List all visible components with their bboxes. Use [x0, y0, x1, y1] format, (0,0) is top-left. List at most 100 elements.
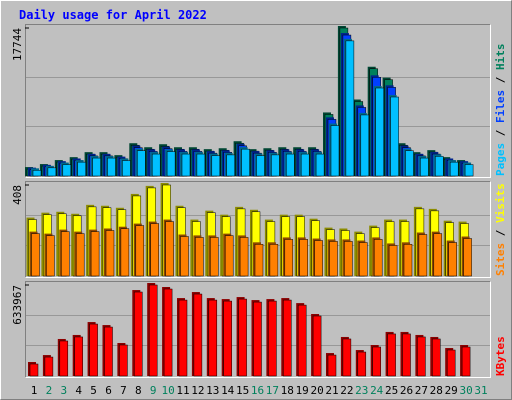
- bar: [163, 288, 173, 377]
- legend: Sites / Visits: [494, 183, 507, 276]
- x-tick-label: 18: [281, 384, 294, 397]
- bar: [90, 231, 100, 277]
- x-tick-label: 12: [191, 384, 204, 397]
- bar: [286, 153, 295, 177]
- legend-entry: Hits: [494, 44, 507, 71]
- bar: [226, 154, 235, 177]
- bar: [44, 356, 54, 377]
- bar: [62, 164, 72, 177]
- x-tick-label: 5: [90, 384, 97, 397]
- bar: [330, 125, 340, 177]
- x-tick-label: 31: [474, 384, 487, 397]
- bar: [180, 236, 189, 277]
- x-tick-label: 29: [445, 384, 458, 397]
- bar: [150, 223, 159, 277]
- bar: [390, 96, 399, 177]
- panel-bevel: [25, 181, 491, 278]
- bar: [104, 326, 113, 377]
- bar: [297, 304, 307, 377]
- bar: [238, 298, 247, 377]
- legend-entry: Files: [494, 90, 507, 123]
- bar: [253, 301, 262, 377]
- bar: [283, 299, 292, 377]
- x-tick-label: 2: [46, 384, 53, 397]
- x-tick-label: 6: [105, 384, 112, 397]
- x-tick-label: 28: [430, 384, 443, 397]
- bar: [74, 336, 83, 377]
- bar: [432, 338, 441, 377]
- bar: [47, 167, 57, 177]
- bar: [284, 239, 294, 277]
- bar: [315, 153, 325, 177]
- legend-entry: Sites: [494, 243, 507, 276]
- bar: [448, 242, 457, 277]
- bar: [92, 157, 101, 177]
- bar: [241, 148, 250, 177]
- bar: [224, 235, 234, 277]
- legend-entry: KBytes: [494, 336, 507, 376]
- bar: [75, 233, 85, 277]
- bar: [166, 151, 176, 177]
- bar: [59, 340, 69, 377]
- x-tick-label: 8: [135, 384, 142, 397]
- panel-bevel: [25, 24, 491, 178]
- bar: [461, 346, 471, 377]
- bar: [134, 291, 143, 377]
- x-tick-label: 7: [120, 384, 127, 397]
- x-tick-label: 26: [400, 384, 413, 397]
- x-tick-label: 4: [75, 384, 82, 397]
- y-tick-label: 633967: [11, 285, 24, 325]
- bar: [329, 241, 338, 277]
- bar: [387, 333, 396, 377]
- bar: [196, 153, 206, 177]
- bar: [271, 154, 280, 177]
- legend: KBytes: [494, 336, 507, 376]
- y-tick-label: 17744: [11, 28, 24, 61]
- x-tick-label: 23: [355, 384, 368, 397]
- bar: [148, 284, 158, 377]
- bar: [208, 299, 218, 377]
- panel-bevel: [25, 24, 491, 178]
- x-tick-label: 9: [150, 384, 157, 397]
- x-tick-label: 20: [310, 384, 323, 397]
- bar: [107, 157, 116, 177]
- bar: [433, 233, 443, 277]
- bar: [256, 155, 265, 177]
- bar: [181, 153, 191, 177]
- bar: [435, 156, 444, 177]
- bar: [122, 160, 131, 177]
- bar: [211, 155, 221, 177]
- bar: [178, 299, 188, 377]
- x-tick-label: 17: [266, 384, 279, 397]
- bar: [449, 161, 459, 177]
- bar: [300, 153, 310, 177]
- panel-bevel: [25, 181, 491, 278]
- x-tick-label: 14: [221, 384, 235, 397]
- bar: [375, 87, 384, 177]
- bar: [372, 346, 381, 377]
- bar: [165, 221, 174, 277]
- bar: [464, 164, 474, 177]
- bar: [418, 234, 428, 277]
- legend-entry: Visits: [494, 183, 507, 223]
- x-tick-label: 13: [206, 384, 219, 397]
- x-tick-label: 16: [251, 384, 264, 397]
- bar: [345, 40, 355, 177]
- x-tick-label: 1: [31, 384, 38, 397]
- bar: [120, 228, 130, 277]
- x-tick-label: 21: [325, 384, 338, 397]
- bar: [239, 237, 249, 277]
- panel-bevel: [25, 281, 491, 378]
- bar: [446, 349, 456, 377]
- bar: [89, 323, 98, 377]
- x-tick-label: 25: [385, 384, 398, 397]
- legend-separator: /: [494, 123, 507, 143]
- bar: [314, 240, 323, 277]
- bar: [61, 231, 70, 277]
- bar: [210, 237, 219, 277]
- bar: [269, 244, 279, 277]
- x-tick-label: 15: [236, 384, 249, 397]
- bar: [119, 344, 128, 377]
